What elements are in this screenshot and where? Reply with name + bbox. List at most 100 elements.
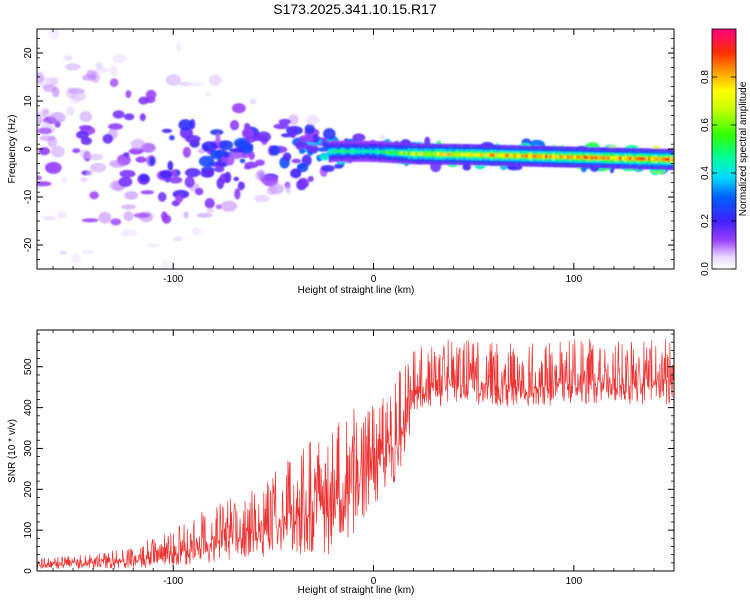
x-tick-label: 0 <box>371 576 377 587</box>
spectrogram-band-cell <box>453 152 456 157</box>
spectrogram-band-cell <box>520 154 524 158</box>
spectrogram-band-cell <box>456 152 459 157</box>
spectrogram-blob <box>81 218 99 223</box>
spectrogram-blob <box>278 118 291 125</box>
spectrogram-band-cell <box>439 152 442 156</box>
spectrogram-blob <box>229 120 240 131</box>
spectrogram-blob <box>194 187 204 196</box>
spectrogram-blob <box>76 130 89 139</box>
spectrogram-band-cell <box>359 149 363 154</box>
spectrogram-blob <box>249 98 257 105</box>
spectrogram-blob <box>305 114 320 126</box>
spectrogram-blob <box>178 81 192 87</box>
spectrogram-band-cell <box>657 157 661 161</box>
spectrogram-blob <box>273 123 290 130</box>
spectrogram-band-cell <box>566 155 569 159</box>
spectrogram-band-cell <box>446 152 449 157</box>
spectrogram-blob <box>37 175 42 180</box>
spectrogram-blob <box>240 153 251 159</box>
spectrogram-blob <box>208 74 222 86</box>
x-tick-label: 100 <box>565 576 582 587</box>
spectrogram-band-cell <box>374 149 377 154</box>
spectrogram-band-cell <box>391 150 394 155</box>
spectrogram-blob <box>51 87 60 98</box>
spectrogram-blob <box>120 229 137 237</box>
spectrogram-blob <box>49 112 66 124</box>
spectrogram-blob <box>119 169 136 178</box>
spectrogram-blob <box>235 140 250 150</box>
spectrogram-blob <box>49 77 58 86</box>
spectrogram-band-cell <box>581 155 584 160</box>
spectrogram-band-cell <box>340 149 343 154</box>
spectrogram-band-cell <box>405 151 408 156</box>
spectrogram-blob <box>112 110 125 119</box>
colorbar-label: Normalized spectral amplitude <box>738 81 749 216</box>
spectrogram-band-cell <box>629 156 632 161</box>
spectrogram-blob <box>37 73 44 84</box>
spectrogram-blob <box>289 126 297 139</box>
spectrogram-blob <box>201 141 218 152</box>
spectrogram-band-cell <box>357 149 360 154</box>
spectrogram-blob <box>112 54 127 64</box>
spectrogram-band-cell <box>386 150 389 154</box>
spectrogram-band-cell <box>463 152 466 157</box>
snr-frame <box>36 329 675 572</box>
spectrogram-blob <box>164 177 171 183</box>
spectrogram-band-cell <box>653 157 656 161</box>
spectrogram-band-cell <box>470 153 473 157</box>
spectrogram-band-cell <box>540 154 543 159</box>
spectrogram-band-cell <box>576 155 579 159</box>
spectrogram-band-cell <box>415 152 418 156</box>
spectrogram-band-cell <box>605 156 608 160</box>
spectrogram-blob <box>109 159 126 168</box>
spectrogram-blob <box>462 164 472 171</box>
spectrogram-band-cell <box>660 157 663 161</box>
spectrogram-blob <box>288 114 299 125</box>
spectrogram-blob <box>38 147 50 156</box>
y-tick-label: 10 <box>23 95 34 107</box>
spectrogram-band-cell <box>568 155 572 159</box>
spectrogram-band-cell <box>643 157 646 161</box>
spectrogram-blob <box>146 243 160 248</box>
spectrogram-blob <box>98 211 112 224</box>
spectrogram-band-cell <box>412 152 416 156</box>
spectrogram-band-cell <box>655 157 658 161</box>
spectrogram-band-cell <box>431 152 435 156</box>
spectrogram-band-cell <box>350 149 353 154</box>
spectrogram-band-cell <box>335 149 339 154</box>
spectrogram-band-cell <box>614 156 617 160</box>
spectrogram-blob <box>161 211 168 221</box>
spectrogram-blob <box>110 218 122 226</box>
spectrogram-band-cell <box>667 157 670 162</box>
spectrogram-blob <box>291 158 302 164</box>
colorbar-gradient <box>711 28 737 270</box>
spectrogram-blob <box>215 132 221 144</box>
spectrogram-band-cell <box>542 154 545 159</box>
spectrogram-band-cell <box>525 154 529 158</box>
spectrogram-blob <box>233 176 240 182</box>
spectrogram-blob <box>45 161 62 174</box>
spectrogram-band-cell <box>429 152 432 156</box>
y-tick-label: 400 <box>23 399 34 416</box>
spectrogram-band-cell <box>506 153 509 158</box>
spectrogram-band-cell <box>669 157 673 162</box>
spectrogram-band-cell <box>523 154 526 158</box>
spectrogram-blob <box>37 113 43 125</box>
spectrogram-band-cell <box>593 156 596 160</box>
spectrogram-band-cell <box>633 156 637 161</box>
spectrogram-band-cell <box>333 149 336 154</box>
spectrogram-band-cell <box>403 151 406 155</box>
spectrogram-band-cell <box>597 156 601 160</box>
spectrogram-blob <box>87 153 104 161</box>
spectrogram-blob <box>71 253 81 263</box>
spectrogram-blob <box>102 134 114 144</box>
spectrogram-band-cell <box>468 153 471 157</box>
spectrogram-blob <box>285 183 291 194</box>
spectrogram-blob <box>204 198 215 209</box>
spectrogram-band-cell <box>338 149 341 154</box>
spectrogram-band-cell <box>626 156 629 161</box>
spectrogram-band-cell <box>489 153 492 157</box>
spectrogram-blob <box>305 144 319 153</box>
